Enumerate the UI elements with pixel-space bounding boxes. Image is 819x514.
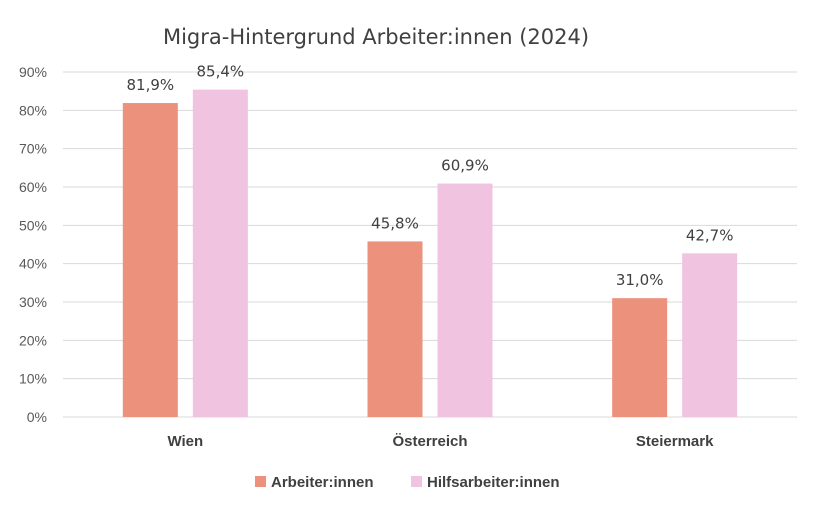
- gridlines: [63, 71, 797, 418]
- legend: Arbeiter:innen Hilfsarbeiter:innen: [255, 474, 560, 491]
- y-tick-label: 40%: [19, 256, 47, 272]
- y-tick-label: 30%: [19, 294, 47, 310]
- legend-label: Arbeiter:innen: [271, 474, 374, 491]
- y-tick-label: 50%: [19, 217, 47, 233]
- bar-hilfsarbeiter-1: [437, 183, 493, 417]
- data-label: 81,9%: [127, 76, 175, 94]
- y-tick-label: 20%: [19, 332, 47, 348]
- y-axis-tick-labels: 0% 10% 20% 30% 40% 50% 60% 70% 80% 90%: [19, 64, 47, 425]
- data-label: 85,4%: [197, 63, 245, 81]
- legend-swatch: [411, 476, 422, 487]
- category-label: Steiermark: [636, 433, 714, 450]
- bar-hilfsarbeiter-2: [682, 253, 738, 417]
- y-tick-label: 90%: [19, 64, 47, 80]
- bars: [122, 89, 738, 418]
- bar-arbeiter-1: [367, 241, 423, 417]
- y-tick-label: 10%: [19, 371, 47, 387]
- legend-label: Hilfsarbeiter:innen: [427, 474, 560, 491]
- y-tick-label: 60%: [19, 179, 47, 195]
- y-tick-label: 70%: [19, 141, 47, 157]
- y-tick-label: 80%: [19, 102, 47, 118]
- y-tick-label: 0%: [27, 409, 47, 425]
- data-label: 45,8%: [371, 214, 419, 232]
- data-labels: 81,9% 85,4% 45,8% 60,9% 31,0% 42,7%: [127, 63, 734, 290]
- bar-arbeiter-0: [122, 103, 178, 418]
- data-label: 60,9%: [441, 157, 489, 175]
- x-axis-category-labels: Wien Österreich Steiermark: [167, 433, 714, 450]
- data-label: 42,7%: [686, 226, 734, 244]
- category-label: Österreich: [392, 433, 467, 450]
- data-label: 31,0%: [616, 271, 664, 289]
- bar-arbeiter-2: [612, 298, 668, 417]
- category-label: Wien: [167, 433, 203, 450]
- bar-hilfsarbeiter-0: [192, 89, 248, 417]
- legend-swatch: [255, 476, 266, 487]
- chart-title: Migra-Hintergrund Arbeiter:innen (2024): [163, 25, 589, 49]
